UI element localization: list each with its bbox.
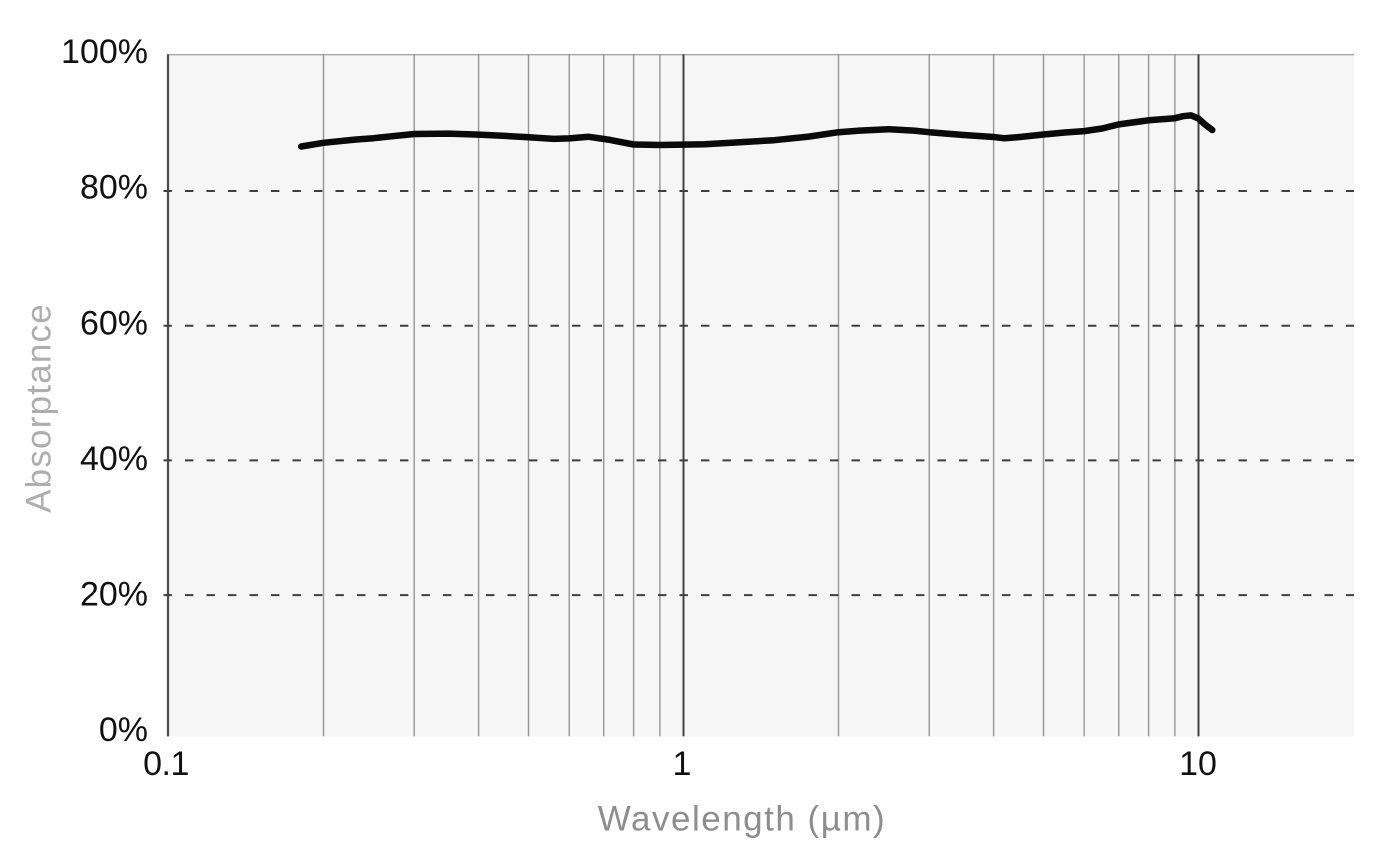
svg-text:Wavelength (µm): Wavelength (µm) [598,800,886,839]
svg-text:10: 10 [1179,745,1217,783]
svg-text:Absorptance: Absorptance [20,303,59,513]
svg-text:20%: 20% [80,576,148,614]
svg-text:1: 1 [673,745,692,783]
svg-text:100%: 100% [61,33,148,71]
svg-text:80%: 80% [80,169,148,207]
svg-text:40%: 40% [80,440,148,478]
svg-text:0.1: 0.1 [143,745,189,783]
svg-text:60%: 60% [80,305,148,343]
svg-text:0%: 0% [99,711,148,749]
